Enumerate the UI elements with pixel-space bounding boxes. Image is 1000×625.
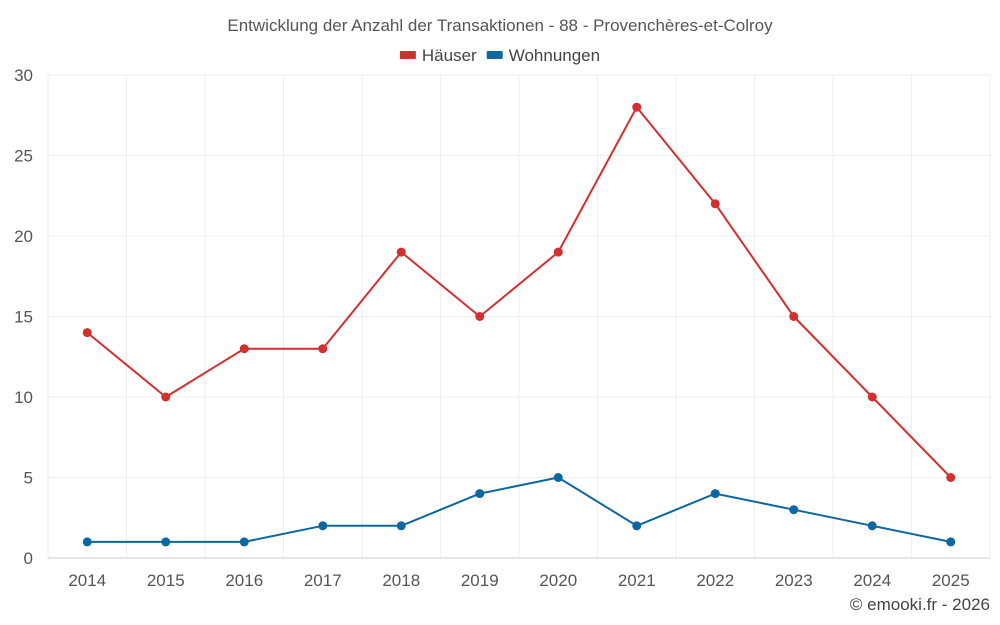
y-tick-label: 15 (14, 308, 33, 327)
data-point[interactable] (318, 344, 328, 354)
data-point[interactable] (239, 344, 249, 354)
data-point[interactable] (946, 473, 956, 482)
x-tick-label: 2018 (382, 571, 420, 590)
legend-swatch (399, 51, 416, 59)
x-tick-label: 2025 (932, 571, 970, 590)
x-tick-label: 2020 (539, 571, 577, 590)
data-point[interactable] (82, 537, 92, 547)
plot-area (82, 102, 956, 547)
series-0 (82, 102, 956, 482)
y-axis: 0 5 10 15 20 25 30 (14, 66, 33, 568)
data-point[interactable] (475, 489, 485, 499)
data-point[interactable] (710, 489, 720, 499)
legend-label[interactable]: Häuser (422, 46, 477, 65)
y-tick-label: 5 (24, 469, 33, 488)
series-line (86, 106, 952, 479)
data-point[interactable] (789, 312, 799, 321)
data-point[interactable] (553, 473, 563, 482)
legend-swatch (486, 51, 503, 59)
data-point[interactable] (553, 247, 563, 257)
y-tick-label: 25 (14, 147, 33, 166)
data-point[interactable] (161, 537, 171, 547)
grid (47, 74, 991, 559)
data-point[interactable] (632, 521, 642, 531)
x-axis: 2014 2015 2016 2017 2018 2019 2020 2021 2022 2023… (68, 571, 969, 590)
chart-title: Entwicklung der Anzahl der Transaktionen… (227, 16, 773, 35)
data-point[interactable] (82, 328, 92, 338)
series-line (87, 476, 951, 543)
data-point[interactable] (632, 102, 642, 112)
credit-text: © emooki.fr - 2026 (850, 595, 990, 614)
legend-label[interactable]: Wohnungen (509, 46, 600, 65)
x-tick-label: 2022 (696, 571, 734, 590)
x-tick-label: 2016 (225, 571, 263, 590)
data-point[interactable] (318, 521, 328, 531)
data-point[interactable] (867, 521, 877, 531)
x-tick-label: 2015 (147, 571, 185, 590)
y-tick-label: 20 (14, 227, 33, 246)
x-tick-label: 2023 (775, 571, 813, 590)
y-tick-label: 10 (14, 388, 33, 407)
data-point[interactable] (946, 537, 956, 547)
data-point[interactable] (239, 537, 249, 547)
x-tick-label: 2017 (304, 571, 342, 590)
legend: Häuser Wohnungen (399, 46, 600, 65)
series-1 (82, 473, 956, 547)
x-tick-label: 2024 (853, 571, 891, 590)
data-point[interactable] (867, 392, 877, 402)
y-tick-label: 30 (14, 66, 33, 85)
data-point[interactable] (475, 312, 485, 321)
data-point[interactable] (396, 247, 406, 257)
y-tick-label: 0 (24, 549, 33, 568)
data-point[interactable] (396, 521, 406, 531)
data-point[interactable] (789, 505, 799, 515)
data-point[interactable] (710, 199, 720, 209)
x-tick-label: 2019 (461, 571, 499, 590)
x-tick-label: 2014 (68, 571, 106, 590)
x-tick-label: 2021 (618, 571, 656, 590)
data-point[interactable] (161, 392, 171, 402)
